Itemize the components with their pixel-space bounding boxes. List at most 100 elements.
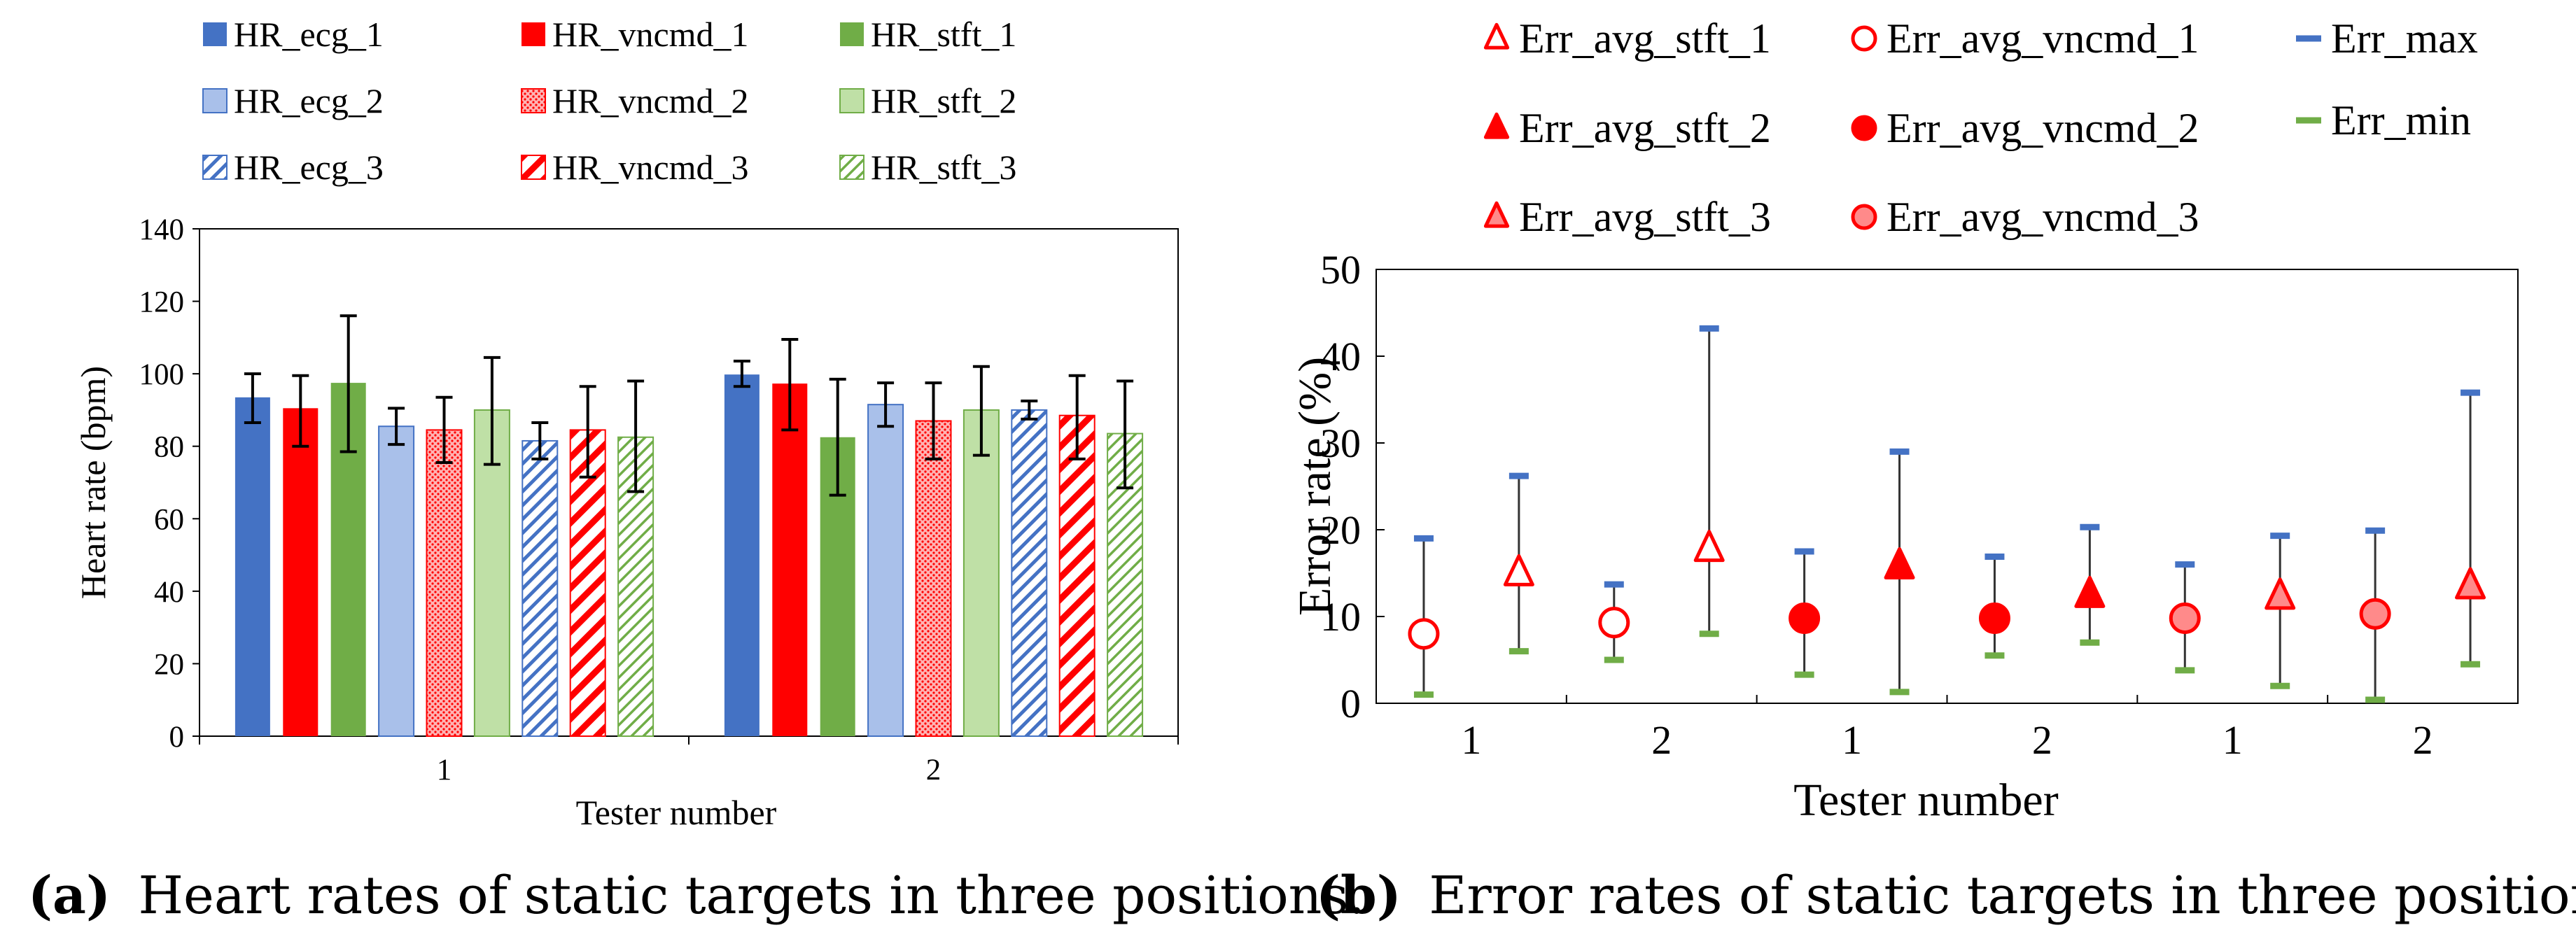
chart-b-x-tick-label: 2	[2032, 717, 2052, 763]
chart-a-x-axis-label: Tester number	[576, 793, 777, 832]
chart-b-y-tick-label: 20	[1320, 507, 1361, 553]
caption-b: (b) Error rates of static targets in thr…	[1316, 866, 2576, 926]
chart-b-plot-area	[1376, 269, 2519, 704]
chart-a-legend-label: HR_ecg_1	[234, 15, 384, 54]
chart-a-legend-label: HR_stft_3	[871, 148, 1016, 187]
chart-b-legend-marker-err-avg-stft-2	[1483, 112, 1510, 139]
chart-a-legend-label: HR_vncmd_2	[552, 81, 749, 120]
chart-b-legend-label: Err_avg_vncmd_2	[1886, 105, 2199, 151]
chart-b-legend-marker-err-avg-stft-3	[1483, 201, 1510, 228]
chart-a-legend: HR_ecg_1 HR_vncmd_1 HR_stft_1 HR_ecg_2 HR_vn…	[202, 15, 1016, 187]
chart-a-legend-swatch-hr-stft-3	[839, 155, 864, 180]
chart-b-point-err-avg-stft-3	[2264, 577, 2296, 610]
chart-a-legend-swatch-hr-vncmd-3	[521, 155, 546, 180]
caption-b-text: Error rates of static targets in three p…	[1429, 866, 2576, 926]
chart-a-error-bars	[244, 314, 1134, 497]
svg-text:(b) Error rates of stati: (b) Error rates of static targets in thr…	[1316, 866, 2576, 926]
chart-b-x-tick-label: 1	[1842, 717, 1862, 763]
chart-a-axes: 0 20 40 60 80 100 120 140 1 2	[139, 213, 1179, 787]
chart-b-axes: 0 10 20 30 40 50 1 2 1 2 1 2	[1320, 247, 2433, 763]
chart-a-y-tick-label: 120	[139, 286, 185, 319]
chart-a-bar-hr-vncmd-2-tester-1	[426, 429, 463, 737]
chart-b-y-tick-label: 40	[1320, 334, 1361, 379]
chart-b-legend-label: Err_min	[2331, 97, 2471, 143]
chart-b-point-err-avg-vncmd-1	[1598, 607, 1630, 639]
chart-b-legend-marker-err-avg-vncmd-3	[1851, 204, 1877, 230]
chart-b-point-err-avg-vncmd-3	[2169, 602, 2201, 634]
chart-a-y-tick-label: 40	[154, 576, 184, 609]
svg-text:(a) Heart rates of stati: (a) Heart rates of static targets in thr…	[28, 866, 1365, 926]
chart-b-legend-marker-err-avg-vncmd-1	[1851, 25, 1877, 52]
chart-a-bar-hr-vncmd-3-tester-2	[1058, 414, 1096, 737]
chart-b-legend-marker-err-avg-vncmd-2	[1851, 115, 1877, 141]
chart-b-point-err-avg-vncmd-3	[2359, 598, 2391, 630]
chart-b-x-tick-label: 1	[2222, 717, 2243, 763]
chart-b-legend-label: Err_avg_stft_1	[1519, 15, 1771, 62]
chart-b-point-err-avg-vncmd-2	[1978, 602, 2010, 634]
chart-a-bar-hr-vncmd-1-tester-1	[283, 408, 318, 736]
chart-b-y-tick-label: 0	[1340, 681, 1361, 726]
chart-a: HR_ecg_1 HR_vncmd_1 HR_stft_1 HR_ecg_2 HR_vn…	[74, 15, 1179, 832]
chart-a-x-tick-label: 2	[926, 754, 941, 787]
caption-a: (a) Heart rates of static targets in thr…	[28, 866, 1365, 926]
chart-b-point-err-avg-vncmd-1	[1408, 618, 1440, 650]
caption-a-label: (a)	[28, 866, 111, 926]
chart-b-x-tick-label: 2	[1651, 717, 1672, 763]
chart-b-x-tick-label: 1	[1461, 717, 1481, 763]
chart-a-bar-hr-vncmd-1-tester-2	[772, 383, 808, 736]
chart-b-legend: Err_avg_stft_1 Err_avg_vncmd_1 Err_max Err_…	[1483, 15, 2478, 240]
chart-a-bars	[234, 374, 1144, 738]
chart-a-bar-hr-stft-2-tester-2	[962, 409, 1000, 738]
chart-b-point-err-avg-vncmd-2	[1788, 602, 1821, 634]
chart-a-bar-hr-ecg-2-tester-1	[378, 425, 415, 737]
chart-b: Err_avg_stft_1 Err_avg_vncmd_1 Err_max Err_…	[1289, 15, 2519, 826]
chart-a-legend-swatch-hr-ecg-2	[202, 88, 227, 113]
chart-a-legend-label: HR_stft_2	[871, 81, 1016, 120]
chart-a-legend-label: HR_ecg_3	[234, 148, 384, 187]
chart-a-legend-swatch-hr-vncmd-1	[522, 22, 545, 46]
chart-b-y-tick-label: 10	[1320, 594, 1361, 640]
chart-b-x-tick-label: 2	[2413, 717, 2433, 763]
chart-b-point-err-avg-stft-1	[1503, 554, 1534, 586]
chart-b-point-err-avg-stft-1	[1693, 530, 1725, 563]
caption-a-text: Heart rates of static targets in three p…	[139, 866, 1365, 926]
chart-a-bar-hr-ecg-3-tester-1	[522, 439, 559, 737]
chart-a-bar-hr-ecg-3-tester-2	[1011, 409, 1048, 738]
chart-a-legend-label: HR_ecg_2	[234, 81, 384, 120]
chart-b-y-axis-label: Error rate (%)	[1289, 357, 1340, 616]
chart-b-legend-marker-err-avg-stft-1	[1483, 22, 1510, 50]
chart-a-legend-label: HR_stft_1	[871, 15, 1016, 54]
chart-a-legend-swatch-hr-stft-1	[840, 22, 864, 46]
chart-b-legend-label: Err_avg_stft_3	[1519, 194, 1771, 240]
caption-b-label: (b)	[1316, 866, 1401, 926]
chart-a-y-tick-label: 0	[169, 721, 185, 754]
chart-a-bar-hr-ecg-1-tester-2	[724, 374, 760, 736]
chart-b-y-tick-label: 50	[1320, 247, 1361, 293]
chart-a-legend-swatch-hr-ecg-3	[202, 155, 227, 180]
chart-b-point-err-avg-stft-3	[2455, 567, 2486, 600]
chart-a-legend-swatch-hr-vncmd-2	[521, 88, 546, 113]
chart-a-legend-swatch-hr-ecg-1	[203, 22, 227, 46]
chart-a-bar-hr-vncmd-2-tester-2	[915, 420, 952, 737]
chart-a-y-tick-label: 60	[154, 503, 184, 536]
chart-a-bar-hr-ecg-2-tester-2	[867, 404, 904, 737]
chart-a-y-tick-label: 80	[154, 431, 184, 464]
chart-a-legend-label: HR_vncmd_3	[552, 148, 749, 187]
chart-b-legend-label: Err_avg_vncmd_3	[1886, 194, 2199, 240]
chart-b-point-err-avg-stft-2	[2074, 575, 2106, 608]
chart-a-bar-hr-ecg-1-tester-1	[234, 397, 270, 736]
chart-a-y-tick-label: 140	[139, 213, 185, 246]
chart-b-y-tick-label: 30	[1320, 421, 1361, 466]
chart-b-legend-label: Err_max	[2331, 15, 2478, 62]
chart-b-point-err-avg-stft-2	[1884, 547, 1915, 579]
chart-a-x-tick-label: 1	[437, 754, 452, 787]
chart-a-y-tick-label: 100	[139, 358, 185, 391]
chart-a-y-axis-label: Heart rate (bpm)	[74, 366, 113, 599]
chart-b-legend-label: Err_avg_vncmd_1	[1886, 15, 2199, 62]
chart-a-legend-label: HR_vncmd_1	[552, 15, 749, 54]
chart-b-legend-label: Err_avg_stft_2	[1519, 105, 1771, 151]
chart-a-y-tick-label: 20	[154, 648, 184, 681]
chart-a-legend-swatch-hr-stft-2	[839, 88, 864, 113]
chart-b-x-axis-label: Tester number	[1793, 775, 2058, 826]
